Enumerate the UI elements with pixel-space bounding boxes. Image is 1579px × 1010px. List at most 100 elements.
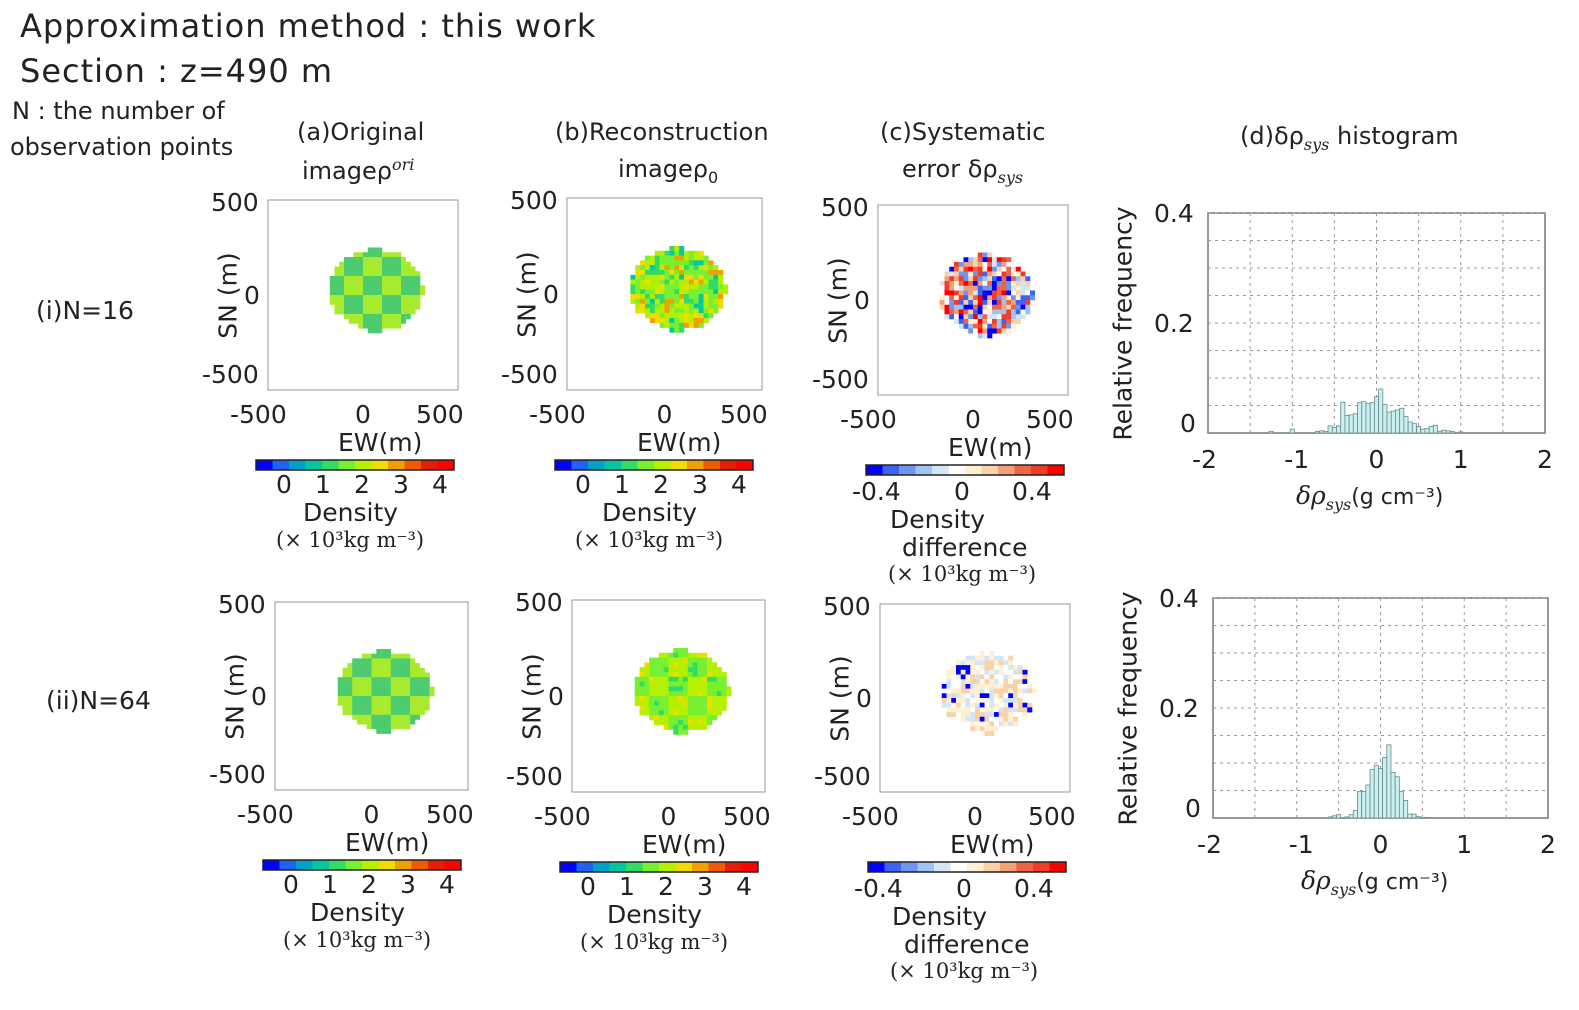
map-cell (716, 681, 722, 687)
map-cell (405, 280, 411, 286)
colorbar-tick: 4 (731, 470, 747, 499)
map-cell (348, 314, 354, 320)
map-cell (1003, 660, 1009, 666)
colorbar-segment (965, 465, 982, 475)
map-cell (716, 710, 722, 716)
map-cell (960, 693, 966, 699)
map-cell (708, 289, 714, 295)
map-cell (382, 309, 388, 315)
map-cell (692, 724, 698, 730)
map-cell (1022, 707, 1028, 713)
map-cell (977, 285, 983, 291)
map-cell (329, 295, 335, 301)
colorbar-segment (576, 862, 594, 872)
map-cell (372, 295, 378, 301)
map-cell (987, 328, 993, 334)
map-cell (973, 285, 979, 291)
map-cell (1017, 716, 1023, 722)
colorbar-segment (901, 862, 918, 872)
map-cell (679, 298, 685, 304)
map-cell (944, 276, 950, 282)
map-cell (371, 714, 377, 720)
map-cell (979, 655, 985, 661)
map-cell (645, 289, 651, 295)
map-cell (984, 702, 990, 708)
histogram-bar (1348, 814, 1354, 819)
map-cell (987, 266, 993, 272)
map-cell (658, 710, 664, 716)
map-cell (970, 721, 976, 727)
map-cell (954, 271, 960, 277)
map-cell (377, 328, 383, 334)
map-cell (644, 691, 650, 697)
map-cell (939, 290, 945, 296)
colorbar-tick: 0.4 (1012, 477, 1052, 506)
map-cell (347, 696, 353, 701)
map-cell (992, 300, 998, 306)
map-cell (654, 681, 660, 687)
map-cell (366, 653, 372, 659)
colorbar-segment (915, 465, 933, 475)
map-cell (968, 309, 974, 315)
map-cell (634, 696, 640, 702)
map-cell (654, 662, 660, 668)
map-cell (713, 298, 719, 304)
map-cell (391, 323, 397, 329)
map-cell (396, 314, 402, 320)
map-cell (987, 300, 993, 306)
map-cell (673, 710, 679, 716)
colorbar-tick: 0 (956, 874, 972, 903)
map-cell (982, 309, 988, 315)
map-cell (654, 691, 660, 697)
map-cell (707, 696, 713, 702)
map-cell (339, 271, 345, 277)
map-cell (371, 691, 377, 697)
map-cell (951, 698, 957, 703)
map-cell (679, 308, 685, 314)
map-cell (664, 279, 670, 285)
map-cell (386, 295, 392, 301)
map-cell (973, 328, 979, 334)
map-cell (1011, 323, 1017, 329)
map-cell (347, 672, 353, 678)
map-cell (698, 318, 704, 324)
map-cell (367, 295, 373, 301)
map-cell (358, 295, 364, 301)
map-cell (1030, 295, 1036, 301)
map-cell (984, 698, 990, 703)
map-cell (687, 667, 693, 673)
map-cell (357, 700, 363, 706)
map-cell (644, 705, 650, 711)
map-cell (377, 290, 383, 296)
map-cell (1027, 698, 1033, 703)
map-cell (654, 274, 660, 280)
map-cell (353, 290, 359, 296)
map-cell (718, 284, 724, 290)
map-cell (989, 726, 995, 732)
map-cell (377, 271, 383, 277)
map-cell (1008, 665, 1014, 671)
map-y-label: SN (m) (825, 655, 855, 742)
map-cell (1015, 266, 1021, 272)
map-cell (982, 300, 988, 306)
map-cell (663, 720, 669, 726)
map-cell (954, 281, 960, 287)
map-cell (1003, 726, 1009, 732)
histogram-bar (1428, 425, 1434, 434)
hist-y-tick: 0.4 (1159, 584, 1199, 613)
map-cell (1006, 300, 1012, 306)
map-cell (679, 250, 685, 256)
map-cell (1003, 693, 1009, 699)
map-cell (998, 716, 1004, 722)
map-cell (1015, 271, 1021, 277)
map-cell (1013, 660, 1019, 666)
map-cell (944, 281, 950, 287)
hist-x-label: δρsys(g cm⁻³)δρsys(g cm⁻³)(d)δρsys histo… (1296, 483, 1443, 513)
map-cell (965, 660, 971, 666)
map-cell (984, 683, 990, 689)
map-cell (400, 667, 406, 673)
map-cell (958, 262, 964, 268)
map-cell (654, 303, 660, 309)
map-cell (386, 314, 392, 320)
map-cell (973, 300, 979, 306)
